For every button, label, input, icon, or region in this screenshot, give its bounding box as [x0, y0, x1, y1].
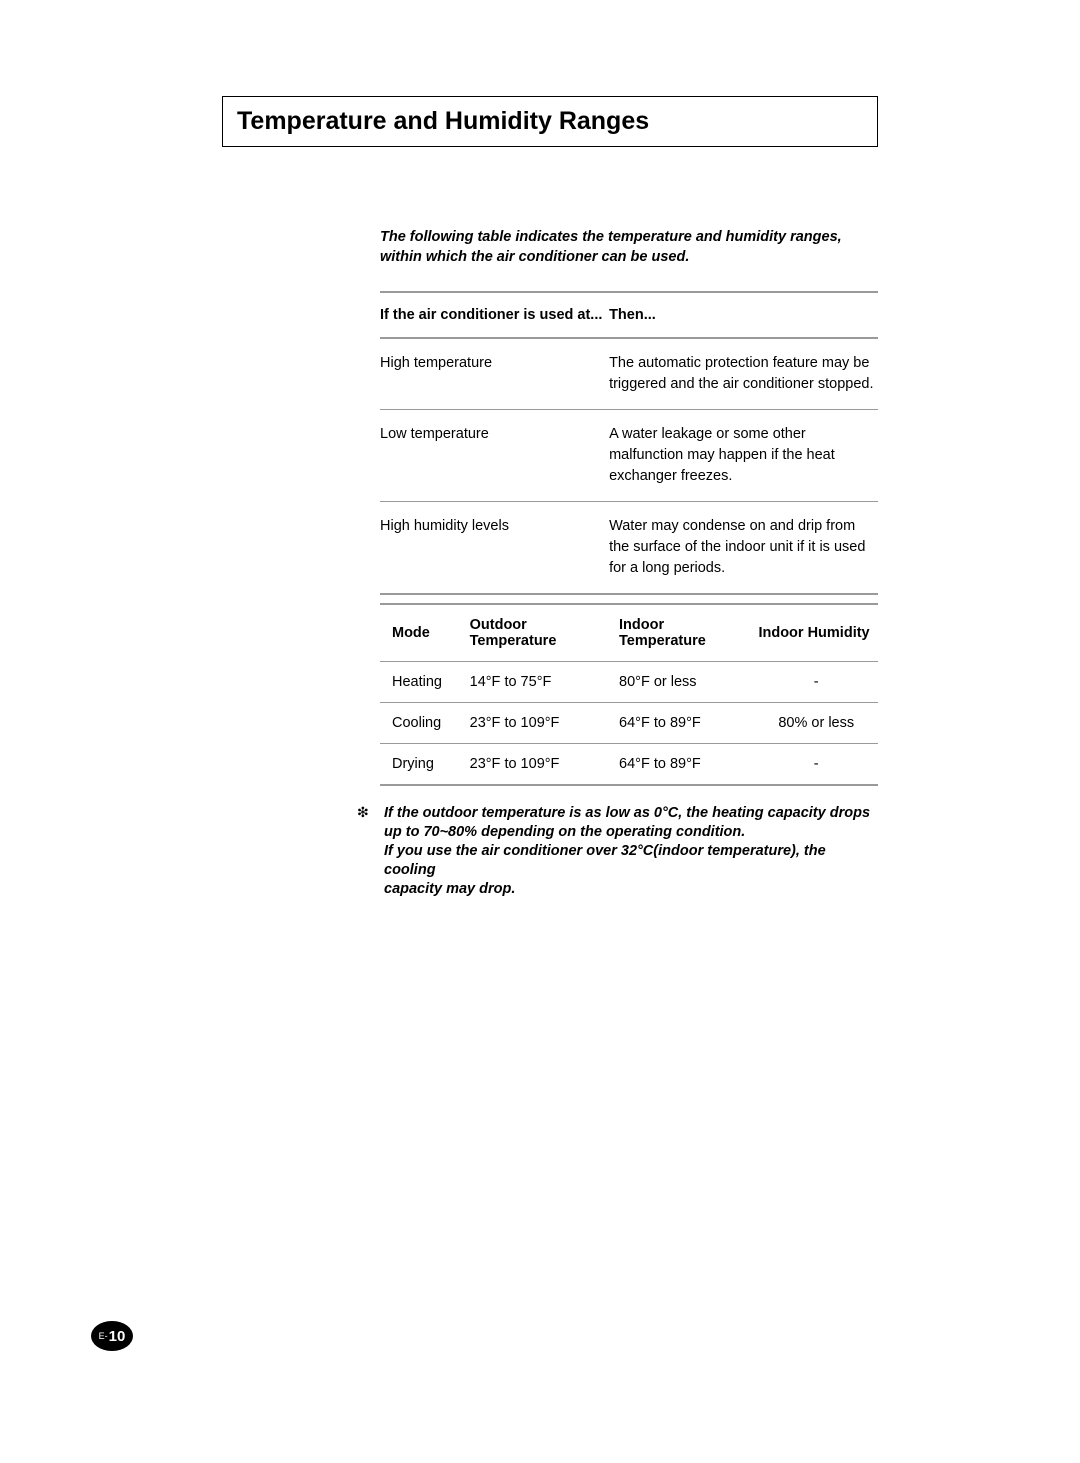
page: Temperature and Humidity Ranges The foll… — [0, 0, 1080, 1463]
page-number-badge: E- 10 — [91, 1321, 133, 1351]
cell-condition: High humidity levels — [380, 502, 609, 595]
table-header-row: Mode Outdoor Temperature Indoor Temperat… — [380, 604, 878, 662]
table-row: High temperature The automatic protectio… — [380, 338, 878, 410]
cell-condition: High temperature — [380, 338, 609, 410]
table-row: Low temperature A water leakage or some … — [380, 410, 878, 502]
intro-line-1: The following table indicates the temper… — [380, 229, 842, 245]
col-header-outdoor: Outdoor Temperature — [470, 604, 619, 662]
table-row: Heating 14°F to 75°F 80°F or less - — [380, 662, 878, 703]
cell-indoor: 80°F or less — [619, 662, 758, 703]
col-header-humidity: Indoor Humidity — [758, 604, 878, 662]
page-prefix: E- — [99, 1331, 108, 1341]
cell-result: Water may condense on and drip from the … — [609, 502, 878, 595]
cell-humidity: 80% or less — [758, 703, 878, 744]
cell-outdoor: 14°F to 75°F — [470, 662, 619, 703]
intro-line-2: within which the air conditioner can be … — [380, 249, 689, 265]
col-header-indoor: Indoor Temperature — [619, 604, 758, 662]
cell-result: A water leakage or some other malfunctio… — [609, 410, 878, 502]
cell-mode: Cooling — [380, 703, 470, 744]
cell-outdoor: 23°F to 109°F — [470, 744, 619, 786]
table-header-row: If the air conditioner is used at... The… — [380, 292, 878, 338]
cell-outdoor: 23°F to 109°F — [470, 703, 619, 744]
cell-humidity: - — [758, 744, 878, 786]
cell-indoor: 64°F to 89°F — [619, 703, 758, 744]
page-title: Temperature and Humidity Ranges — [237, 107, 861, 136]
footnote-line-3: If you use the air conditioner over 32°C… — [384, 843, 826, 878]
footnote-text: If the outdoor temperature is as low as … — [384, 804, 878, 898]
page-number: 10 — [109, 1328, 126, 1345]
cell-humidity: - — [758, 662, 878, 703]
footnote-line-2: up to 70~80% depending on the operating … — [384, 824, 745, 840]
table-row: Cooling 23°F to 109°F 64°F to 89°F 80% o… — [380, 703, 878, 744]
col-header-mode: Mode — [380, 604, 470, 662]
left-margin-band — [65, 0, 160, 1463]
footnote-line-1: If the outdoor temperature is as low as … — [384, 805, 870, 821]
table-row: High humidity levels Water may condense … — [380, 502, 878, 595]
footnote-marker-icon: ❇ — [357, 804, 369, 821]
modes-table: Mode Outdoor Temperature Indoor Temperat… — [380, 603, 878, 786]
cell-condition: Low temperature — [380, 410, 609, 502]
footnote: ❇ If the outdoor temperature is as low a… — [362, 804, 878, 898]
col-header-if: If the air conditioner is used at... — [380, 292, 609, 338]
cell-mode: Heating — [380, 662, 470, 703]
cell-mode: Drying — [380, 744, 470, 786]
content-area: The following table indicates the temper… — [380, 228, 878, 898]
col-header-then: Then... — [609, 292, 878, 338]
intro-paragraph: The following table indicates the temper… — [380, 228, 878, 267]
footnote-line-4: capacity may drop. — [384, 881, 515, 897]
cell-indoor: 64°F to 89°F — [619, 744, 758, 786]
conditions-table: If the air conditioner is used at... The… — [380, 291, 878, 595]
title-box: Temperature and Humidity Ranges — [222, 96, 878, 147]
cell-result: The automatic protection feature may be … — [609, 338, 878, 410]
table-row: Drying 23°F to 109°F 64°F to 89°F - — [380, 744, 878, 786]
